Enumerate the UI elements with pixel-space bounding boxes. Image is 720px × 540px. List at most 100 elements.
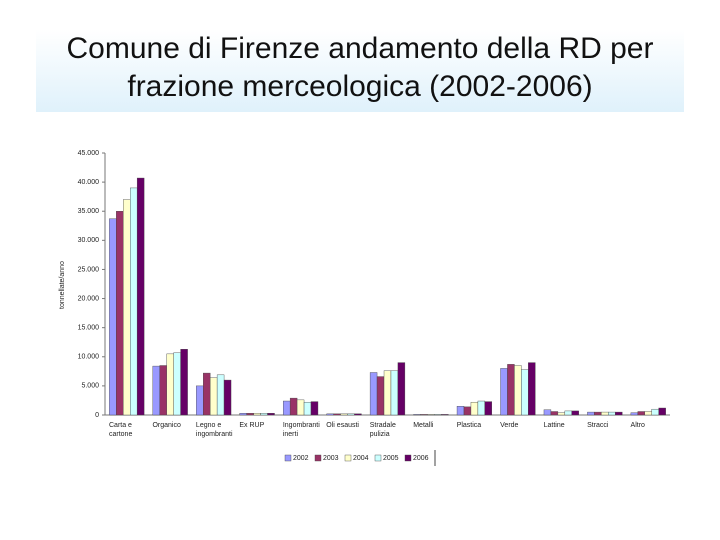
x-tick-label: Lattine	[543, 422, 565, 429]
bar	[528, 362, 536, 416]
bar	[413, 414, 421, 416]
bar	[514, 365, 522, 416]
y-tick-label: 35.000	[78, 208, 100, 215]
bar	[196, 385, 204, 416]
bar	[658, 407, 666, 416]
bar	[180, 349, 188, 416]
bar	[289, 397, 298, 416]
chart-title: Comune di Firenze andamento della RD per…	[36, 30, 684, 112]
y-tick-label: 20.000	[78, 295, 100, 302]
bar	[296, 399, 305, 416]
x-tick-label: Carta e cartone	[109, 422, 133, 438]
legend-swatch	[344, 454, 352, 462]
bar	[173, 352, 181, 416]
x-tick-label: Verde	[500, 422, 519, 429]
bar	[260, 413, 268, 416]
bar	[594, 411, 602, 416]
x-tick-label: Stracci	[587, 422, 609, 429]
x-tick-label: Stradale pulizia	[369, 422, 396, 438]
bar	[637, 411, 645, 416]
bar	[564, 410, 572, 416]
y-tick-label: 25.000	[78, 266, 100, 273]
x-tick-label: Plastica	[456, 422, 482, 429]
legend-swatch	[284, 454, 292, 462]
bar	[521, 369, 529, 416]
bar	[159, 365, 167, 416]
bar	[267, 413, 275, 416]
bar	[587, 411, 595, 416]
bar	[630, 412, 639, 416]
bar	[116, 211, 124, 416]
legend-label: 2005	[383, 455, 399, 462]
bar	[477, 400, 486, 416]
bar	[615, 411, 623, 416]
legend-label: 2002	[293, 455, 309, 462]
bar	[427, 414, 435, 416]
x-tick-label: Ex RUP	[239, 422, 265, 429]
y-tick-label: 0	[95, 412, 99, 419]
bar	[420, 414, 428, 416]
y-tick-label: 45.000	[78, 150, 100, 157]
legend-swatch	[314, 454, 322, 462]
bar	[369, 372, 378, 416]
y-tick-label: 40.000	[78, 179, 100, 186]
bar	[246, 413, 254, 416]
bar	[608, 411, 616, 416]
y-tick-label: 30.000	[78, 237, 100, 244]
x-tick-label: Altro	[630, 422, 645, 429]
bar	[644, 411, 652, 416]
bar	[347, 413, 355, 416]
x-tick-label: Metalli	[413, 422, 434, 429]
bar	[507, 364, 515, 416]
bar	[463, 406, 472, 416]
bar	[310, 401, 319, 416]
bar	[223, 379, 232, 416]
bar	[441, 414, 449, 416]
legend-label: 2004	[353, 455, 369, 462]
bar	[470, 401, 479, 416]
y-axis-label: tonnellate/anno	[59, 261, 66, 309]
x-tick-label: Oli esausti	[326, 422, 359, 429]
bar	[500, 368, 508, 416]
bar	[109, 218, 117, 416]
bar	[216, 374, 225, 416]
bar	[354, 413, 362, 416]
bar	[383, 370, 392, 416]
y-tick-label: 10.000	[78, 354, 100, 361]
legend-swatch	[404, 454, 412, 462]
bar	[239, 413, 247, 416]
bar	[651, 408, 659, 416]
bar	[550, 411, 559, 416]
bar	[253, 413, 261, 416]
bar	[123, 199, 131, 416]
bar	[209, 377, 218, 416]
bar	[340, 413, 348, 416]
bar	[601, 411, 609, 416]
x-tick-label: Ingombranti inerti	[282, 422, 320, 438]
bar	[557, 412, 566, 416]
y-tick-label: 5.000	[81, 383, 99, 390]
bar	[484, 401, 493, 416]
bar	[282, 400, 291, 416]
bar	[326, 413, 334, 416]
bar	[136, 177, 145, 416]
legend-label: 2006	[413, 455, 429, 462]
x-tick-label: Legno e ingombranti	[195, 422, 233, 438]
bar	[456, 406, 465, 416]
legend-swatch	[374, 454, 382, 462]
y-tick-label: 15.000	[78, 325, 100, 332]
bar	[333, 413, 341, 416]
bar	[376, 376, 385, 416]
bar	[543, 409, 552, 416]
bar	[434, 414, 442, 416]
bar	[390, 370, 399, 416]
bar	[571, 410, 579, 416]
bar	[203, 372, 211, 416]
x-tick-label: Organico	[152, 422, 181, 429]
bar	[397, 362, 406, 416]
bar	[130, 187, 138, 416]
bar	[152, 365, 160, 416]
legend-label: 2003	[323, 455, 339, 462]
